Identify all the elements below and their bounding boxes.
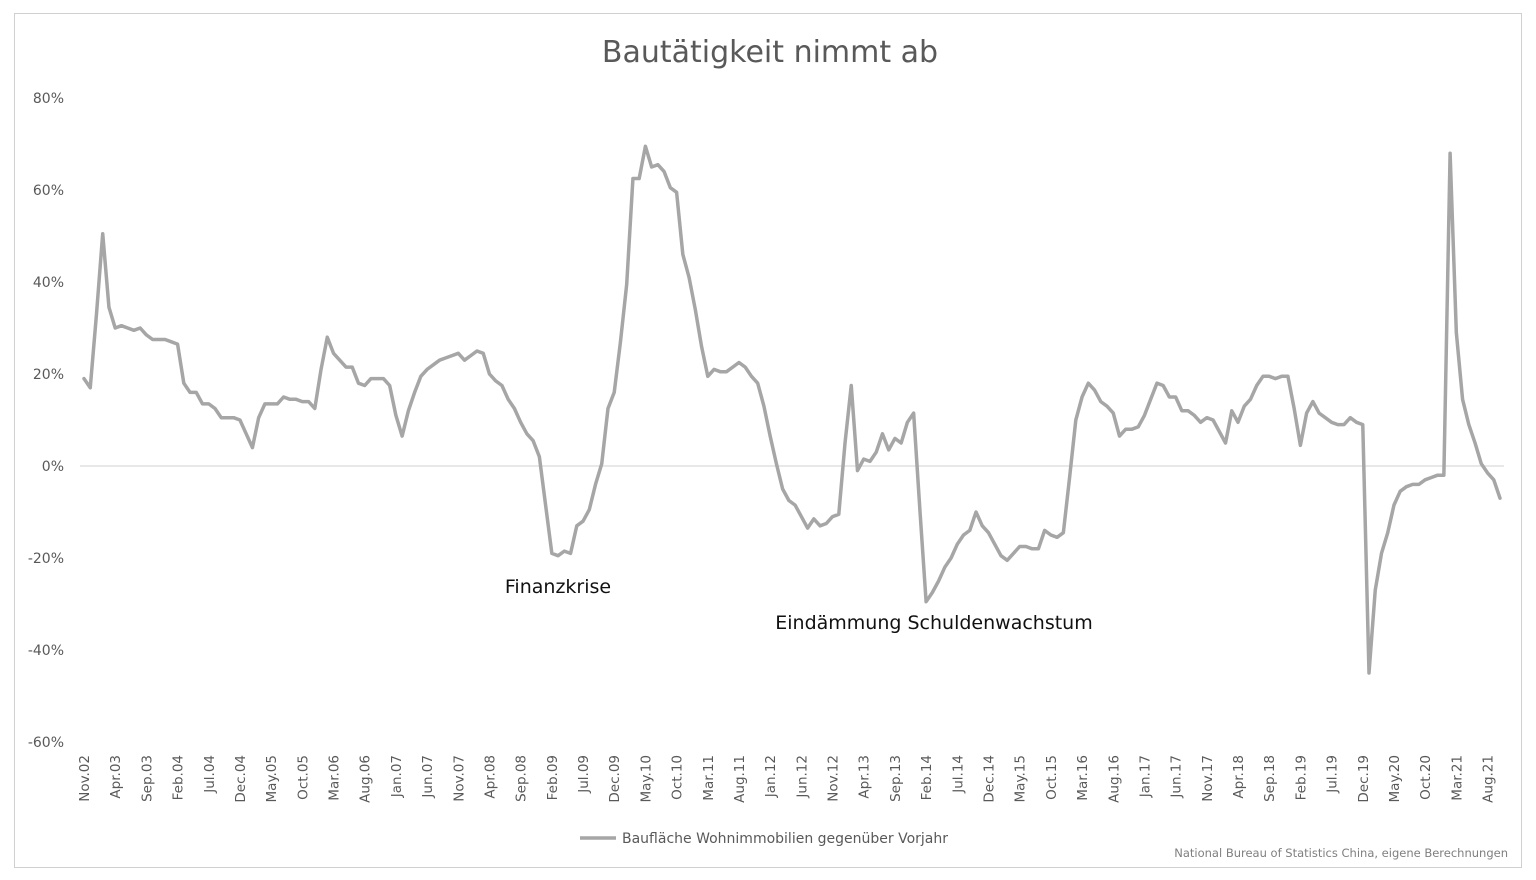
chart-title: Bautätigkeit nimmt ab — [602, 35, 938, 70]
x-tick-label: Apr.08 — [482, 755, 498, 799]
x-tick-label: Jul.14 — [950, 755, 966, 794]
x-tick-label: Nov.12 — [826, 755, 842, 802]
x-tick-label: Jun.07 — [420, 755, 436, 799]
x-tick-label: Dec.19 — [1356, 755, 1372, 803]
x-tick-label: Aug.16 — [1106, 755, 1122, 803]
x-axis-ticks: Nov.02 Apr.03 Sep.03 Feb.04 Jul.04 Dec.04 May.… — [77, 755, 1497, 803]
x-tick-label: May.15 — [1013, 755, 1029, 802]
annotation-schuldenwachstum: Eindämmung Schuldenwachstum — [775, 612, 1092, 634]
x-tick-label: Sep.03 — [139, 755, 155, 802]
x-tick-label: Oct.20 — [1418, 755, 1434, 800]
x-tick-label: May.05 — [264, 755, 280, 802]
x-tick-label: Oct.05 — [295, 755, 311, 800]
x-tick-label: Dec.04 — [233, 755, 249, 803]
x-tick-label: Mar.21 — [1449, 755, 1465, 801]
x-tick-label: Feb.19 — [1293, 755, 1309, 800]
x-tick-label: Jun.17 — [1169, 755, 1185, 799]
annotation-finanzkrise: Finanzkrise — [505, 576, 611, 598]
x-tick-label: Nov.17 — [1200, 755, 1216, 802]
y-tick-label: -60% — [28, 735, 64, 751]
x-tick-label: Apr.03 — [108, 755, 124, 799]
x-tick-label: Jan.12 — [763, 755, 779, 798]
x-tick-label: Jul.04 — [202, 755, 218, 794]
x-tick-label: Feb.14 — [919, 755, 935, 800]
series-line-baufläche — [82, 144, 1502, 675]
source-note: National Bureau of Statistics China, eig… — [1174, 846, 1508, 860]
x-tick-label: Mar.06 — [327, 755, 343, 801]
x-tick-label: Jul.09 — [576, 755, 592, 794]
x-tick-label: Jul.19 — [1325, 755, 1341, 794]
x-tick-label: Aug.06 — [358, 755, 374, 803]
x-tick-label: Dec.09 — [607, 755, 623, 803]
x-tick-label: Sep.18 — [1262, 755, 1278, 802]
x-tick-label: May.10 — [638, 755, 654, 802]
y-tick-label: 40% — [33, 275, 64, 291]
x-tick-label: Sep.13 — [888, 755, 904, 802]
x-tick-label: Oct.15 — [1044, 755, 1060, 800]
x-tick-label: Feb.04 — [171, 755, 187, 800]
x-tick-label: Oct.10 — [670, 755, 686, 800]
x-tick-label: Mar.16 — [1075, 755, 1091, 801]
y-tick-label: -40% — [28, 643, 64, 659]
x-tick-label: Apr.18 — [1231, 755, 1247, 799]
y-tick-label: 80% — [33, 91, 64, 107]
x-tick-label: Aug.21 — [1481, 755, 1497, 803]
x-tick-label: Jan.07 — [389, 755, 405, 798]
x-tick-label: Apr.13 — [857, 755, 873, 799]
x-tick-label: Dec.14 — [981, 755, 997, 803]
y-tick-label: 60% — [33, 183, 64, 199]
x-tick-label: May.20 — [1387, 755, 1403, 802]
y-axis-ticks: -60% -40% -20% 0% 20% 40% 60% 80% — [28, 91, 64, 751]
y-tick-label: 0% — [42, 459, 64, 475]
y-tick-label: -20% — [28, 551, 64, 567]
x-tick-label: Feb.09 — [545, 755, 561, 800]
x-tick-label: Jun.12 — [794, 755, 810, 799]
y-tick-label: 20% — [33, 367, 64, 383]
chart-frame — [14, 13, 1522, 868]
x-tick-label: Nov.02 — [77, 755, 93, 802]
x-tick-label: Jan.17 — [1137, 755, 1153, 798]
x-tick-label: Sep.08 — [514, 755, 530, 802]
x-tick-label: Mar.11 — [701, 755, 717, 801]
x-tick-label: Nov.07 — [451, 755, 467, 802]
legend-label: Baufläche Wohnimmobilien gegenüber Vorja… — [622, 831, 948, 847]
x-tick-label: Aug.11 — [732, 755, 748, 803]
